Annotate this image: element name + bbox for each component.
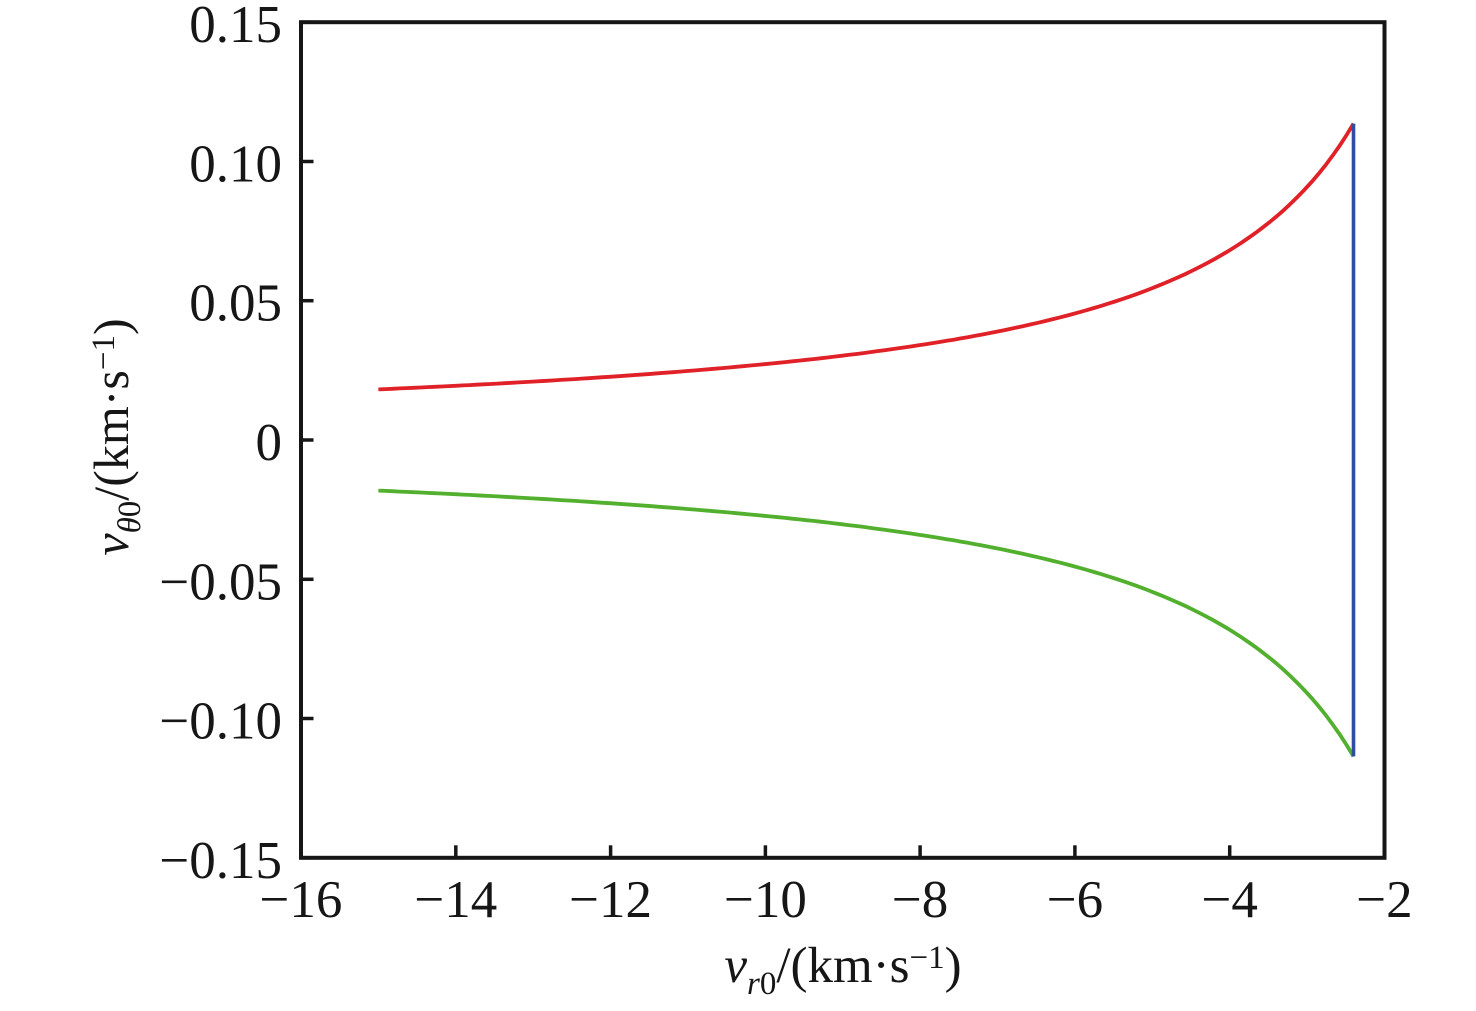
svg-text:0.05: 0.05 — [189, 275, 282, 333]
svg-text:−0.05: −0.05 — [159, 553, 282, 611]
svg-text:0.10: 0.10 — [189, 136, 282, 194]
svg-text:−2: −2 — [1356, 871, 1412, 929]
svg-text:vr0/(km·s−1): vr0/(km·s−1) — [724, 938, 961, 1002]
svg-text:vθ0/(km·s−1): vθ0/(km·s−1) — [83, 318, 148, 555]
svg-text:0: 0 — [256, 414, 283, 472]
svg-text:0.15: 0.15 — [189, 0, 282, 54]
svg-text:−4: −4 — [1202, 871, 1258, 929]
svg-text:−6: −6 — [1047, 871, 1103, 929]
svg-text:−8: −8 — [892, 871, 948, 929]
svg-text:−16: −16 — [260, 871, 343, 929]
svg-text:−0.15: −0.15 — [159, 832, 282, 890]
svg-text:−10: −10 — [724, 871, 807, 929]
svg-text:−14: −14 — [414, 871, 497, 929]
svg-text:−0.10: −0.10 — [159, 693, 282, 751]
svg-text:−12: −12 — [569, 871, 652, 929]
